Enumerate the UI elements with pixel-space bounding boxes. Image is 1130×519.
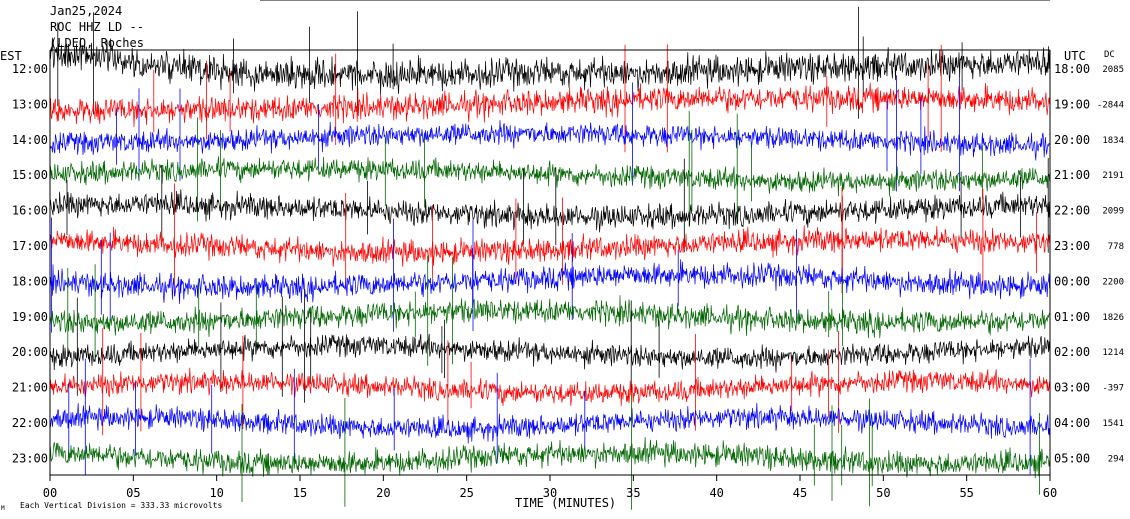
est-label: 17:00 xyxy=(12,239,48,253)
trace-row-1900 xyxy=(49,295,1050,339)
x-tick-label: 25 xyxy=(459,486,473,500)
right-timezone-label: UTC xyxy=(1064,49,1086,63)
x-tick-label: 45 xyxy=(793,486,807,500)
utc-label: 18:00 xyxy=(1054,62,1090,76)
est-label: 16:00 xyxy=(12,204,48,218)
x-tick-label: 15 xyxy=(293,486,307,500)
x-tick-label: 30 xyxy=(543,486,557,500)
utc-label: 05:00 xyxy=(1054,451,1090,465)
dc-value: 2191 xyxy=(1102,171,1124,181)
utc-label: 22:00 xyxy=(1054,204,1090,218)
dc-value: 778 xyxy=(1108,242,1124,252)
x-tick-label: 20 xyxy=(376,486,390,500)
corner-mark: M xyxy=(1,505,5,512)
est-label: 23:00 xyxy=(12,451,48,465)
est-label: 22:00 xyxy=(12,416,48,430)
x-tick-label: 10 xyxy=(209,486,223,500)
trace-row-1200 xyxy=(49,37,1050,95)
est-label: 13:00 xyxy=(12,97,48,111)
x-tick-label: 35 xyxy=(626,486,640,500)
est-label: 15:00 xyxy=(12,168,48,182)
trace-row-1600 xyxy=(49,189,1050,233)
trace-row-1800 xyxy=(49,259,1050,305)
x-tick-label: 40 xyxy=(709,486,723,500)
dc-offset-labels: 2085 -2844 1834 2191 2099 778 2200 1826 1214 -397… xyxy=(1097,65,1124,464)
trace-row-2100 xyxy=(49,367,1050,407)
trace-row-1700 xyxy=(49,225,1050,267)
est-hour-labels: 12:00 13:00 14:00 15:00 16:00 17:00 18:00 19:00… xyxy=(12,62,48,465)
seismic-traces xyxy=(49,6,1050,510)
est-label: 21:00 xyxy=(12,381,48,395)
utc-label: 01:00 xyxy=(1054,310,1090,324)
dc-value: 1541 xyxy=(1102,419,1124,429)
utc-label: 21:00 xyxy=(1054,168,1090,182)
vertical-division-note: Each Vertical Division = 333.33 microvol… xyxy=(20,501,222,510)
dc-value: 294 xyxy=(1108,454,1124,464)
dc-value: 2200 xyxy=(1102,277,1124,287)
utc-label: 02:00 xyxy=(1054,345,1090,359)
dc-value: 2099 xyxy=(1102,207,1124,217)
dc-value: -2844 xyxy=(1097,100,1124,110)
utc-label: 19:00 xyxy=(1054,97,1090,111)
trace-row-2300 xyxy=(49,437,1050,479)
x-tick-label: 50 xyxy=(876,486,890,500)
utc-hour-labels: 18:00 19:00 20:00 21:00 22:00 23:00 00:00 01:00… xyxy=(1054,62,1090,465)
est-label: 14:00 xyxy=(12,133,48,147)
x-tick-label: 05 xyxy=(126,486,140,500)
est-label: 18:00 xyxy=(12,274,48,288)
trace-row-2000 xyxy=(49,333,1050,373)
dc-column-label: DC xyxy=(1104,50,1115,60)
utc-label: 23:00 xyxy=(1054,239,1090,253)
x-tick-label: 00 xyxy=(43,486,57,500)
trace-row-1300 xyxy=(49,82,1050,128)
dc-value: 1834 xyxy=(1102,136,1124,146)
dc-value: 1826 xyxy=(1102,313,1124,323)
dc-value: 1214 xyxy=(1102,348,1124,358)
dc-value: 2085 xyxy=(1102,65,1124,75)
utc-label: 20:00 xyxy=(1054,133,1090,147)
header-date: Jan25,2024 xyxy=(50,4,122,18)
x-tick-label: 60 xyxy=(1043,486,1057,500)
est-label: 20:00 xyxy=(12,345,48,359)
dc-value: -397 xyxy=(1102,384,1124,394)
header-location: (LDEO, Roches xyxy=(50,36,144,50)
trace-row-1500 xyxy=(49,156,1050,197)
utc-label: 04:00 xyxy=(1054,416,1090,430)
est-label: 12:00 xyxy=(12,62,48,76)
trace-row-2200 xyxy=(49,402,1050,444)
header-station: ROC HHZ LD -- xyxy=(50,20,144,34)
x-tick-label: 55 xyxy=(959,486,973,500)
trace-row-1400 xyxy=(49,120,1050,161)
time-axis-ticks: 00 05 10 15 20 25 30 35 40 45 50 55 60 xyxy=(43,475,1057,500)
utc-label: 03:00 xyxy=(1054,381,1090,395)
left-timezone-label: EST xyxy=(0,49,22,63)
est-label: 19:00 xyxy=(12,310,48,324)
utc-label: 00:00 xyxy=(1054,274,1090,288)
x-axis-title: TIME (MINUTES) xyxy=(515,496,616,510)
